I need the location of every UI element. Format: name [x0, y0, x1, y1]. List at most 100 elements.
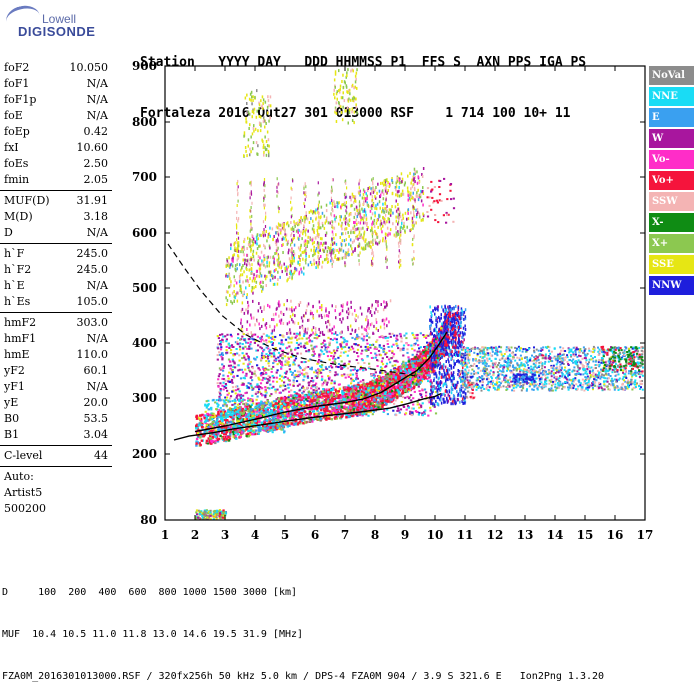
echo-point	[318, 200, 320, 204]
echo-point	[399, 258, 401, 262]
echo-point	[262, 120, 265, 124]
echo-point	[233, 428, 236, 431]
echo-point	[347, 248, 350, 252]
echo-point	[409, 410, 412, 413]
param-row: yF1 N/A	[0, 379, 112, 395]
echo-point	[315, 208, 317, 212]
echo-point	[349, 369, 352, 372]
echo-point	[270, 419, 274, 422]
echo-point	[416, 337, 419, 340]
echo-point	[263, 230, 265, 234]
echo-point	[250, 90, 253, 94]
echo-point	[322, 388, 325, 390]
echo-point	[312, 331, 314, 335]
echo-point	[351, 107, 354, 111]
echo-point	[334, 106, 337, 110]
param-value: 245.0	[76, 263, 109, 276]
echo-point	[354, 199, 357, 203]
echo-point	[410, 228, 412, 232]
echo-point	[328, 390, 331, 393]
echo-point	[280, 375, 283, 378]
echo-point	[385, 206, 388, 210]
echo-point	[358, 208, 361, 212]
echo-point	[402, 213, 404, 217]
echo-point	[225, 303, 228, 307]
echo-point	[342, 232, 344, 236]
echo-point	[341, 96, 344, 100]
echo-point	[200, 439, 203, 442]
echo-point	[236, 188, 238, 192]
echo-point	[283, 405, 286, 408]
echo-point	[289, 401, 293, 404]
echo-point	[355, 374, 358, 377]
echo-point	[236, 258, 238, 262]
echo-point	[279, 403, 282, 406]
echo-point	[300, 401, 303, 404]
echo-point	[347, 328, 349, 332]
echo-point	[261, 95, 264, 99]
echo-point	[317, 264, 319, 268]
echo-point	[410, 399, 413, 402]
echo-point	[318, 203, 320, 207]
echo-point	[308, 318, 310, 322]
echo-point	[379, 371, 382, 374]
echo-point	[318, 262, 321, 266]
echo-point	[311, 402, 314, 405]
echo-point	[288, 320, 291, 324]
echo-point	[306, 375, 309, 378]
echo-point	[313, 371, 316, 374]
echo-point	[365, 217, 368, 221]
echo-point	[376, 191, 378, 195]
echo-point	[350, 377, 353, 380]
echo-point	[266, 264, 268, 268]
echo-point	[417, 413, 420, 416]
echo-point	[393, 402, 396, 405]
echo-point	[304, 342, 307, 345]
echo-point	[391, 191, 394, 195]
echo-point	[242, 414, 245, 417]
echo-point	[330, 246, 332, 250]
echo-point	[278, 254, 280, 258]
echo-point	[315, 385, 318, 388]
echo-point	[212, 518, 215, 520]
echo-point	[273, 261, 275, 265]
echo-point	[402, 405, 405, 408]
echo-point	[293, 308, 295, 312]
echo-point	[251, 227, 253, 231]
echo-point	[258, 302, 260, 305]
echo-point	[275, 419, 278, 422]
echo-point	[390, 357, 393, 360]
echo-point	[268, 376, 272, 379]
echo-point	[319, 306, 321, 309]
echo-point	[199, 414, 202, 417]
echo-point	[310, 368, 313, 371]
echo-point	[366, 201, 368, 205]
echo-point	[428, 399, 431, 402]
echo-point	[275, 225, 278, 229]
echo-point	[233, 398, 236, 401]
echo-point	[395, 225, 397, 229]
echo-point	[386, 265, 388, 269]
echo-point	[256, 349, 259, 352]
echo-point	[258, 101, 260, 105]
echo-point	[228, 285, 230, 289]
param-value: 245.0	[76, 247, 109, 260]
echo-point	[290, 337, 293, 340]
echo-point	[304, 394, 307, 397]
echo-point	[341, 80, 343, 83]
echo-point	[259, 358, 263, 361]
echo-point	[243, 131, 246, 135]
echo-point	[325, 307, 327, 311]
echo-point	[266, 256, 269, 259]
echo-point	[407, 358, 410, 361]
echo-point	[317, 245, 320, 249]
echo-point	[231, 386, 235, 389]
echo-point	[363, 335, 366, 338]
echo-point	[359, 251, 361, 255]
echo-point	[362, 188, 365, 192]
echo-point	[249, 431, 252, 434]
echo-point	[241, 357, 244, 360]
echo-point	[311, 394, 315, 397]
echo-point	[360, 399, 364, 402]
echo-point	[418, 347, 421, 350]
